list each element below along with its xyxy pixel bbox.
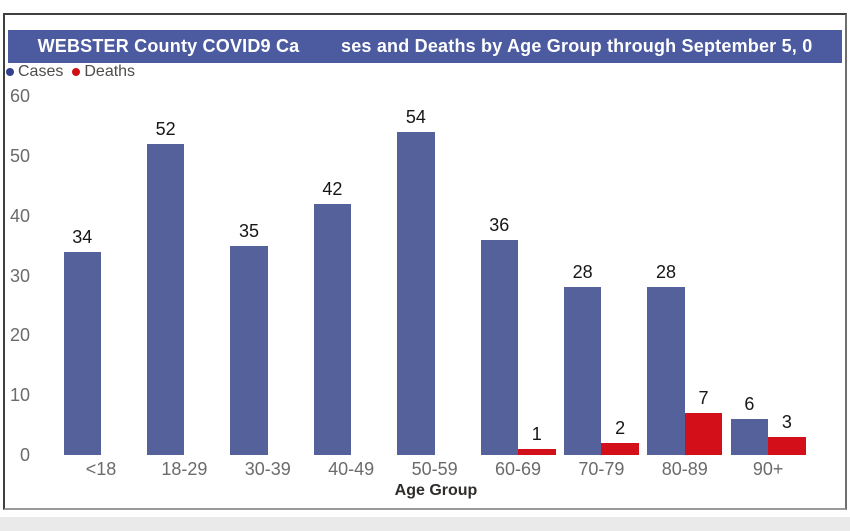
value-label-cases: 52 — [155, 118, 176, 139]
value-label-cases: 28 — [656, 262, 677, 283]
bar-cases[interactable] — [730, 419, 769, 455]
value-label-cases: 35 — [239, 220, 260, 241]
y-axis-tick-label: 20 — [9, 325, 30, 346]
bar-deaths[interactable] — [768, 437, 806, 455]
value-label-cases: 36 — [489, 214, 510, 235]
legend-item-deaths[interactable]: Deaths — [72, 63, 135, 81]
legend-label: Cases — [18, 62, 64, 80]
y-axis-tick-label: 10 — [9, 385, 30, 406]
chart-title-bar: WEBSTER County COVID9 Ca ses and Deaths … — [8, 30, 842, 63]
x-axis-label: 30-39 — [244, 459, 291, 479]
y-axis-tick-label: 0 — [19, 445, 30, 465]
value-label-deaths: 2 — [615, 418, 626, 439]
x-axis-label: 50-59 — [411, 459, 458, 479]
value-label-cases: 42 — [322, 178, 343, 199]
y-axis-tick-label: 40 — [9, 205, 30, 226]
legend-dot-icon — [6, 67, 14, 76]
bar-cases[interactable] — [563, 287, 602, 455]
y-axis-tick-label: 60 — [9, 86, 30, 106]
bar-cases[interactable] — [647, 287, 685, 455]
bar-deaths[interactable] — [684, 413, 723, 455]
bar-cases[interactable] — [63, 251, 101, 455]
x-axis-label: 40-49 — [328, 459, 375, 479]
chart-title: WEBSTER County COVID9 Ca ses and Deaths … — [37, 36, 813, 56]
value-label-deaths: 3 — [781, 412, 792, 433]
bar-cases[interactable] — [146, 143, 185, 455]
y-axis-tick-label: 30 — [9, 265, 30, 286]
value-label-deaths: 1 — [531, 424, 542, 445]
x-axis-label: 70-79 — [578, 459, 625, 479]
x-axis-label: 60-69 — [494, 459, 542, 479]
legend-dot-icon — [72, 67, 81, 76]
y-axis-tick-label: 50 — [9, 145, 30, 166]
x-axis-label: 18-29 — [161, 459, 208, 479]
value-label-cases: 54 — [405, 106, 426, 127]
bottom-strip — [0, 517, 850, 531]
legend-item-cases[interactable]: Cases — [6, 63, 63, 81]
value-label-deaths: 7 — [698, 388, 709, 409]
value-label-cases: 6 — [744, 394, 755, 415]
bar-cases[interactable] — [397, 131, 435, 455]
legend: Cases Deaths — [6, 62, 135, 81]
bar-deaths[interactable] — [518, 449, 556, 455]
bar-cases[interactable] — [230, 245, 268, 455]
x-axis-title: Age Group — [394, 482, 478, 499]
bar-cases[interactable] — [313, 203, 352, 455]
bar-cases[interactable] — [480, 239, 518, 455]
x-axis-label: 80-89 — [661, 459, 708, 479]
x-axis-label: <18 — [85, 459, 117, 479]
value-label-cases: 34 — [72, 226, 93, 247]
legend-label: Deaths — [84, 62, 136, 80]
bar-deaths[interactable] — [601, 443, 639, 455]
value-label-cases: 28 — [572, 262, 593, 283]
x-axis-label: 90+ — [752, 459, 784, 479]
